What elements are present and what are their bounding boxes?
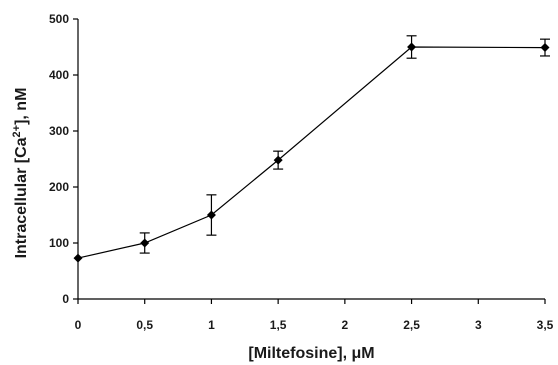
y-axis-title-part-2: ], nM xyxy=(13,88,30,125)
y-tick-label: 400 xyxy=(49,68,69,82)
data-point-marker xyxy=(140,238,150,248)
y-tick-label: 200 xyxy=(49,180,69,194)
y-axis-title: Intracellular [Ca2+], nM xyxy=(11,88,30,259)
series-line xyxy=(77,46,546,259)
data-point-marker xyxy=(540,43,550,53)
x-axis-ticks: 0 0,5 1 1,5 2 2,5 3 3,5 xyxy=(75,299,554,332)
x-tick-label: 3,5 xyxy=(537,318,554,332)
y-axis-title-superscript: 2+ xyxy=(11,125,23,138)
data-point-marker xyxy=(407,42,417,52)
x-tick-label: 2 xyxy=(342,318,349,332)
x-tick-label: 2,5 xyxy=(403,318,420,332)
x-tick-label: 1 xyxy=(208,318,215,332)
y-tick-label: 100 xyxy=(49,236,69,250)
x-tick-label: 0 xyxy=(75,318,82,332)
y-tick-label: 500 xyxy=(49,12,69,26)
y-axis-ticks: 0 100 200 300 400 500 xyxy=(49,12,78,306)
x-axis-title: [Miltefosine], μM xyxy=(248,345,374,362)
error-bars xyxy=(139,35,550,254)
data-point-marker xyxy=(273,155,283,165)
y-axis-title-part-1: Intracellular [Ca xyxy=(13,137,30,258)
y-tick-label: 0 xyxy=(62,292,69,306)
x-tick-label: 1,5 xyxy=(270,318,287,332)
data-point-marker xyxy=(73,253,83,263)
x-tick-label: 3 xyxy=(475,318,482,332)
x-tick-label: 0,5 xyxy=(136,318,153,332)
data-markers xyxy=(73,42,550,263)
y-tick-label: 300 xyxy=(49,124,69,138)
data-point-marker xyxy=(206,210,216,220)
